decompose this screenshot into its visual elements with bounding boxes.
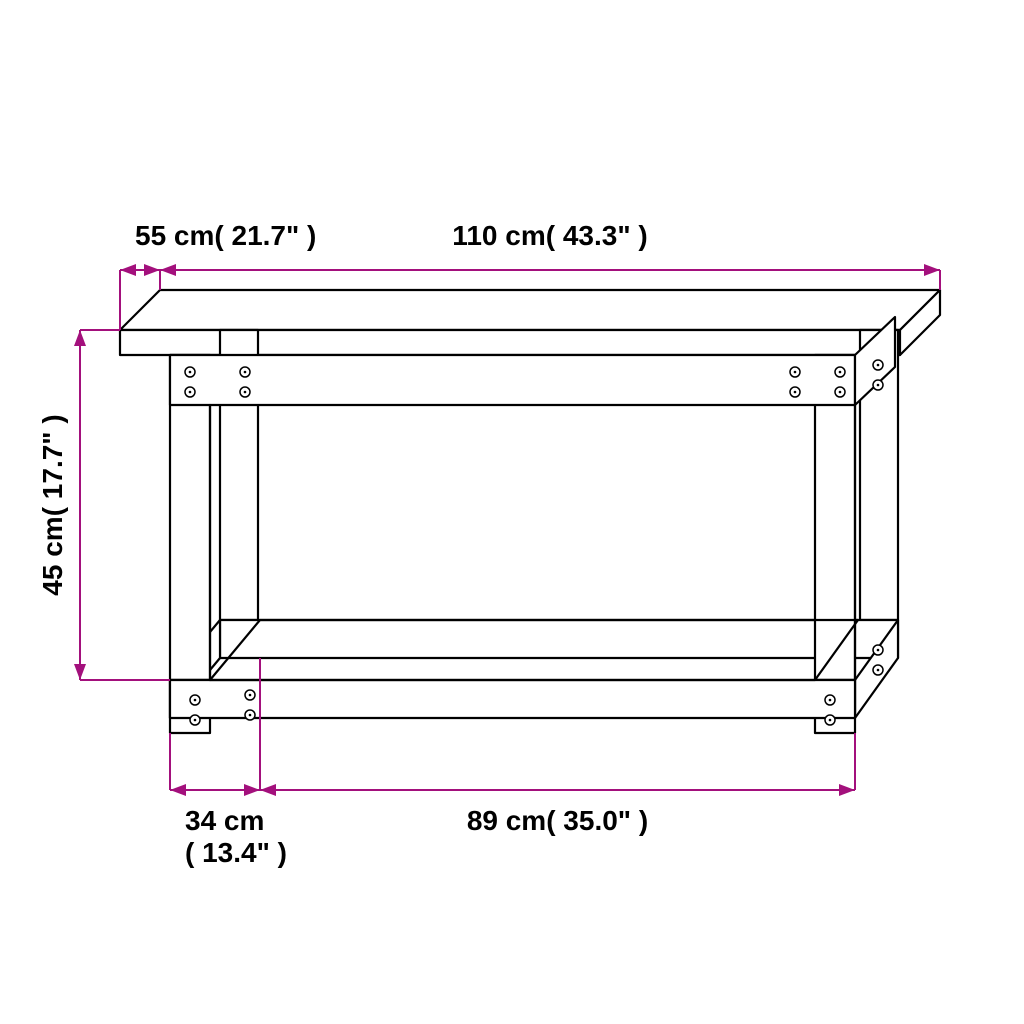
table-outline	[120, 290, 940, 733]
dimension-diagram: 55 cm( 21.7" ) 110 cm( 43.3" ) 45 cm( 17.7…	[0, 0, 1024, 1024]
label-shelf-depth: ( 13.4" )	[185, 837, 287, 868]
label-height: 45 cm( 17.7" )	[37, 414, 68, 595]
label-width-top: 110 cm( 43.3" )	[452, 220, 647, 251]
label-depth: 55 cm( 21.7" )	[135, 220, 316, 251]
label-shelf-width: 89 cm( 35.0" )	[467, 805, 648, 836]
label-shelf-depth: 34 cm	[185, 805, 264, 836]
